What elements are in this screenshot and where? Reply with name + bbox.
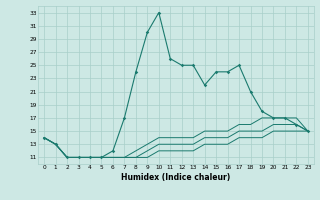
X-axis label: Humidex (Indice chaleur): Humidex (Indice chaleur): [121, 173, 231, 182]
